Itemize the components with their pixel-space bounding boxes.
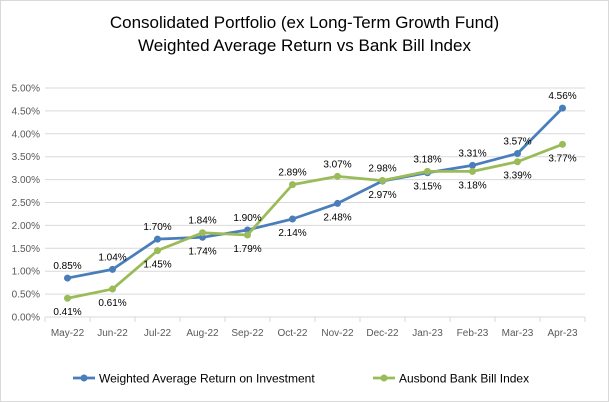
data-point — [244, 231, 251, 239]
y-tick-label: 3.00% — [12, 175, 40, 186]
data-label: 3.18% — [413, 154, 441, 165]
legend-marker-1 — [80, 374, 88, 382]
data-label: 3.31% — [458, 148, 486, 159]
legend-label-1: Weighted Average Return on Investment — [99, 372, 315, 386]
x-tick-label: Jan-23 — [412, 328, 443, 339]
y-tick-label: 1.50% — [12, 244, 40, 255]
y-tick-label: 4.00% — [12, 129, 40, 140]
data-label: 0.61% — [98, 298, 126, 309]
data-label: 3.18% — [458, 180, 486, 191]
data-point — [154, 247, 161, 255]
y-tick-label: 1.00% — [12, 267, 40, 278]
data-point — [514, 149, 521, 157]
y-tick-label: 5.00% — [12, 84, 40, 95]
data-label: 2.14% — [278, 228, 306, 239]
data-label: 3.77% — [548, 153, 576, 164]
chart-title-line-1: Consolidated Portfolio (ex Long-Term Gro… — [109, 13, 500, 32]
data-label: 2.98% — [368, 164, 396, 175]
data-point — [109, 285, 116, 293]
series-line-2 — [67, 143, 563, 300]
data-point — [469, 167, 476, 175]
y-tick-label: 0.50% — [12, 290, 40, 301]
x-tick-label: Dec-22 — [366, 328, 399, 339]
x-tick-label: Nov-22 — [321, 328, 354, 339]
x-tick-label: Aug-22 — [186, 328, 219, 339]
data-point — [379, 177, 386, 185]
legend-label-2: Ausbond Bank Bill Index — [399, 372, 529, 386]
data-label: 3.57% — [503, 136, 531, 147]
y-tick-label: 2.00% — [12, 221, 40, 232]
data-label: 1.45% — [143, 260, 171, 271]
data-point — [559, 104, 566, 112]
data-point — [154, 235, 161, 243]
data-label: 3.15% — [413, 182, 441, 193]
legend-marker-2 — [380, 374, 388, 382]
data-point — [424, 167, 431, 175]
x-tick-label: Oct-22 — [277, 328, 307, 339]
x-tick-label: Feb-23 — [457, 328, 489, 339]
data-label: 1.74% — [188, 246, 216, 257]
data-label: 0.85% — [53, 261, 81, 272]
x-tick-label: Apr-23 — [547, 328, 577, 339]
data-label: 2.48% — [323, 212, 351, 223]
x-tick-label: Jun-22 — [97, 328, 128, 339]
series-line-1 — [67, 107, 564, 280]
data-point — [64, 274, 71, 282]
chart-title: Consolidated Portfolio (ex Long-Term Gro… — [1, 11, 608, 57]
y-tick-label: 0.00% — [12, 313, 40, 324]
data-label: 2.89% — [278, 168, 306, 179]
data-label: 0.41% — [53, 307, 81, 318]
data-point — [334, 172, 341, 180]
x-tick-label: Jul-22 — [144, 328, 172, 339]
data-point — [289, 181, 296, 189]
data-point — [109, 265, 116, 273]
x-tick-label: May-22 — [51, 328, 85, 339]
data-label: 1.79% — [233, 244, 261, 255]
data-label: 1.90% — [233, 213, 261, 224]
data-label: 3.07% — [323, 159, 351, 170]
x-tick-label: Mar-23 — [502, 328, 534, 339]
y-tick-label: 3.50% — [12, 152, 40, 163]
data-point — [334, 199, 341, 207]
chart-title-line-2: Weighted Average Return vs Bank Bill Ind… — [138, 36, 471, 55]
data-label: 2.97% — [368, 190, 396, 201]
data-point — [559, 140, 566, 148]
data-point — [469, 161, 476, 169]
y-tick-label: 4.50% — [12, 106, 40, 117]
data-label: 1.04% — [98, 252, 126, 263]
data-label: 4.56% — [548, 91, 576, 102]
data-label: 3.39% — [503, 171, 531, 182]
data-label: 1.70% — [143, 222, 171, 233]
data-point — [64, 294, 71, 302]
data-point — [199, 229, 206, 237]
y-tick-label: 2.50% — [12, 198, 40, 209]
data-point — [289, 215, 296, 223]
data-point — [514, 158, 521, 166]
x-tick-label: Sep-22 — [231, 328, 264, 339]
data-label: 1.84% — [188, 216, 216, 227]
